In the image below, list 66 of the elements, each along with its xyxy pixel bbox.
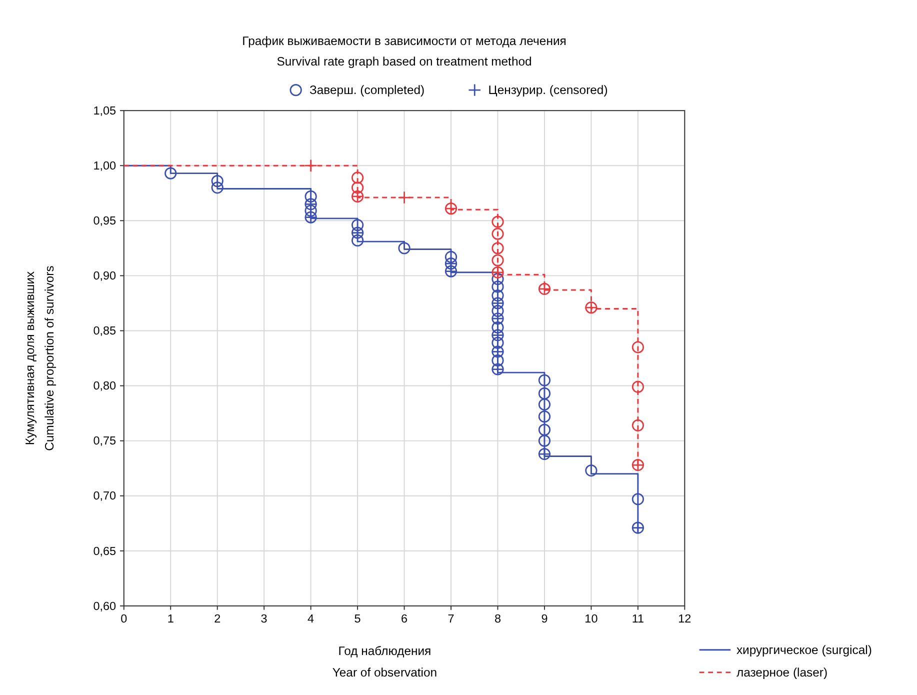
- x-axis-title: Год наблюдения Year of observation: [332, 644, 438, 680]
- x-tick-label: 0: [120, 612, 128, 626]
- point: [304, 190, 317, 202]
- point: [351, 234, 364, 247]
- x-tick-label: 12: [678, 612, 692, 626]
- y-tick-label: 0,95: [93, 214, 117, 228]
- y-tick-label: 1,00: [93, 160, 117, 173]
- point: [492, 321, 504, 334]
- point: [492, 280, 504, 293]
- point: [398, 242, 410, 254]
- point: [492, 272, 504, 286]
- point: [538, 410, 551, 423]
- point: [492, 336, 504, 349]
- legend-label: хирургическое (surgical): [736, 642, 872, 657]
- point: [304, 159, 318, 172]
- x-tick-label: 1: [167, 612, 174, 626]
- point: [538, 434, 551, 447]
- y-tick-label: 0,90: [93, 270, 117, 283]
- x-tick-label: 2: [214, 612, 221, 626]
- point: [304, 204, 317, 217]
- y-tick-label: 0,85: [93, 324, 117, 338]
- point: [164, 167, 177, 180]
- point: [492, 354, 504, 367]
- legend-label: лазерное (laser): [736, 665, 828, 680]
- point: [492, 254, 504, 266]
- legend-label: Цензурир. (censored): [488, 82, 608, 97]
- y-tick-label: 0,70: [93, 490, 117, 503]
- x-tick-label: 4: [308, 612, 315, 626]
- y-tick-label: 0,75: [93, 434, 117, 448]
- x-tick-label: 11: [632, 612, 644, 626]
- point: [351, 172, 364, 184]
- point: [211, 182, 224, 194]
- point: [351, 219, 364, 232]
- point: [632, 493, 644, 506]
- point: [492, 228, 504, 240]
- x-tick-label: 8: [494, 612, 502, 626]
- x-tick-label: 6: [401, 612, 408, 626]
- point: [492, 242, 504, 254]
- y-axis-title: Кумулятивная доля выживших Cumulative proportion of survivors: [23, 266, 57, 451]
- chart-subtitle: Survival rate graph based on treatment method: [276, 54, 532, 69]
- point: [351, 182, 364, 194]
- x-tick-label: 9: [541, 612, 548, 626]
- x-tick-label: 7: [448, 612, 454, 626]
- point: [632, 419, 644, 432]
- point: [398, 190, 411, 204]
- y-tick-label: 0,60: [93, 600, 117, 613]
- y-tick-label: 0,65: [93, 544, 117, 558]
- point: [585, 464, 598, 477]
- point: [538, 374, 551, 386]
- x-tick-label: 10: [584, 612, 598, 626]
- point: [492, 289, 504, 302]
- point: [444, 250, 458, 264]
- legend-label: Заверш. (completed): [310, 82, 425, 97]
- point: [632, 341, 644, 354]
- x-tick-label: 3: [260, 612, 268, 626]
- point: [492, 304, 504, 317]
- point: [492, 216, 504, 228]
- x-tick-label: 5: [354, 612, 362, 626]
- point: [538, 387, 551, 400]
- point: [538, 424, 551, 436]
- point: [211, 174, 224, 188]
- y-tick-label: 1,05: [93, 104, 117, 118]
- y-tick-label: 0,80: [93, 380, 117, 393]
- chart-title: График выживаемости в зависимости от метода лечения: [242, 34, 566, 48]
- point: [538, 398, 551, 411]
- point: [632, 380, 644, 393]
